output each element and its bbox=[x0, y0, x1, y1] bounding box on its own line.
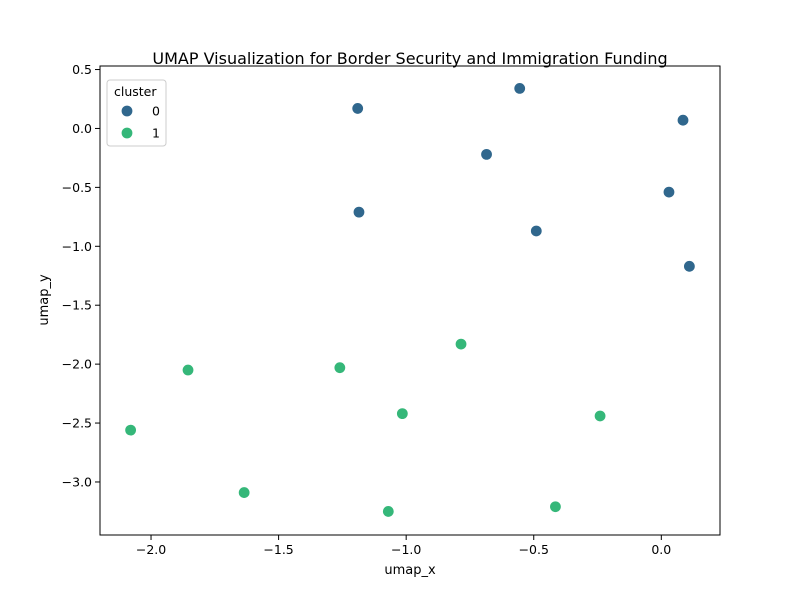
plot-frame bbox=[99, 65, 721, 536]
x-tick-label: −0.5 bbox=[519, 542, 549, 557]
data-point-cluster-1 bbox=[382, 505, 395, 518]
x-tick-label: −2.0 bbox=[136, 542, 166, 557]
data-point-cluster-0 bbox=[676, 114, 690, 127]
data-point-cluster-0 bbox=[513, 82, 526, 95]
data-point-cluster-1 bbox=[549, 500, 562, 513]
y-axis: 0.5 0.0 −0.5 −1.0 −1.5 −2.0 −2.5 −3.0 bbox=[62, 62, 100, 489]
x-tick-label: 0.0 bbox=[651, 542, 671, 557]
y-tick-label: −1.0 bbox=[62, 239, 92, 254]
data-point-cluster-0 bbox=[351, 102, 364, 115]
data-point-cluster-0 bbox=[683, 260, 696, 273]
x-tick-label: −1.5 bbox=[263, 542, 293, 557]
y-tick-label: −1.5 bbox=[62, 298, 92, 313]
y-tick-label: 0.5 bbox=[72, 62, 92, 77]
y-axis-title: umap_y bbox=[37, 274, 52, 326]
data-point-cluster-0 bbox=[480, 148, 493, 161]
y-tick-label: −2.0 bbox=[62, 357, 92, 372]
x-tick-label: −1.0 bbox=[391, 542, 421, 557]
legend-box bbox=[106, 79, 167, 147]
data-point-cluster-1 bbox=[454, 337, 468, 351]
x-axis: −2.0 −1.5 −1.0 −0.5 0.0 bbox=[136, 535, 671, 557]
legend-label-cluster-0: 0 bbox=[152, 104, 160, 119]
plot-points bbox=[124, 82, 696, 518]
y-tick-label: −3.0 bbox=[62, 474, 92, 489]
data-point-cluster-1 bbox=[124, 423, 137, 437]
data-point-cluster-0 bbox=[530, 224, 543, 238]
y-tick-label: −2.5 bbox=[62, 416, 92, 431]
data-point-cluster-1 bbox=[396, 407, 409, 420]
legend-marker-cluster-1 bbox=[120, 126, 134, 140]
legend: cluster 01 bbox=[106, 79, 167, 147]
data-point-cluster-0 bbox=[352, 205, 366, 219]
y-tick-label: −0.5 bbox=[62, 180, 92, 195]
data-point-cluster-1 bbox=[333, 361, 347, 374]
legend-label-cluster-1: 1 bbox=[152, 126, 160, 141]
y-tick-label: 0.0 bbox=[72, 121, 92, 136]
x-axis-title: umap_x bbox=[384, 563, 436, 578]
legend-items: 01 bbox=[120, 104, 160, 141]
data-point-cluster-0 bbox=[662, 185, 676, 199]
legend-marker-cluster-0 bbox=[120, 104, 134, 118]
data-point-cluster-1 bbox=[181, 363, 195, 377]
chart-title: UMAP Visualization for Border Security a… bbox=[152, 49, 667, 68]
data-point-cluster-1 bbox=[593, 409, 607, 423]
data-point-cluster-1 bbox=[237, 486, 251, 499]
legend-title: cluster bbox=[114, 84, 157, 99]
